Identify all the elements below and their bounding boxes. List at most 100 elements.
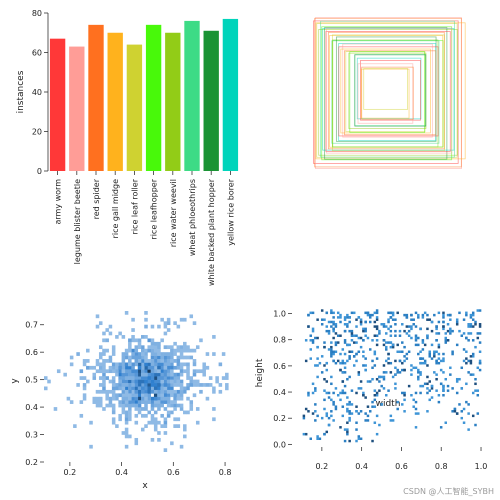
xy-hist-bin [147, 362, 151, 367]
wh-hist-bin [382, 323, 386, 326]
wh-hist-bin [394, 373, 397, 376]
wh-hist-bin [449, 327, 452, 331]
wh-hist-bin [398, 350, 402, 353]
xy-hist-bin [102, 369, 106, 374]
xy-hist-bin [63, 372, 67, 377]
xy-hist-bin [102, 383, 106, 387]
wh-hist-bin [469, 355, 473, 358]
xy-hist-bin [173, 341, 177, 346]
xy-hist-bin [98, 403, 103, 408]
wh-hist-bin [339, 313, 342, 317]
xy-hist-bin [183, 362, 187, 367]
wh-hist-bin [314, 387, 317, 390]
xy-hist-bin [163, 417, 168, 422]
wh-hist-bin [419, 357, 422, 360]
xy-hist-bin [157, 396, 161, 401]
xy-hist-bin [92, 372, 97, 377]
xy-hist-bin [202, 365, 206, 370]
xy-hist-bin [170, 372, 174, 377]
xy-hist-bin [115, 383, 119, 387]
xy-hist-bin [134, 345, 139, 350]
wh-hist-bin [471, 339, 475, 342]
xy-hist-bin [153, 417, 158, 422]
wh-hist-bin [410, 327, 413, 331]
xy-hist-bin [134, 352, 139, 356]
xy-hist-bin [160, 396, 164, 401]
xy-hist-bin [166, 328, 171, 332]
wh-hist-bin [426, 327, 429, 331]
wh-hist-bin [325, 361, 329, 365]
xy-hist-bin [115, 365, 119, 370]
wh-hist-bin [369, 348, 372, 351]
xy-hist-bin [153, 410, 158, 415]
wh-hist-bin [451, 329, 454, 333]
wh-hist-bin [343, 318, 347, 321]
wh-hist-bin [348, 419, 351, 422]
xy-hist-bin [163, 379, 168, 384]
xy-hist-bin [98, 400, 103, 404]
xy-hist-bin [137, 359, 142, 363]
xy-hist-bin [166, 400, 171, 404]
xy-hist-bin [92, 365, 97, 370]
xy-hist-bin [147, 348, 151, 353]
xy-hist-bin [150, 352, 155, 356]
xy-hist-bin [118, 383, 122, 387]
wh-hist-bin [336, 311, 340, 315]
wh-hist-bin [437, 345, 441, 349]
wh-hist-bin [396, 371, 399, 374]
xy-hist-bin [137, 376, 142, 380]
xy-hist-bin [205, 365, 210, 370]
xy-hist-bin [111, 376, 116, 380]
wh-hist-bin [341, 371, 345, 374]
xy-hist-bin [225, 383, 229, 387]
wh-hist-bin [334, 407, 338, 411]
wh-hist-bin [350, 389, 354, 392]
wh-hist-bin [421, 361, 425, 365]
xy-hist-bin [124, 413, 129, 418]
wh-hist-bin [359, 387, 363, 390]
xy-hist-bin [195, 379, 200, 384]
xy-hist-bin [160, 389, 164, 394]
wh-hist-bin [391, 311, 395, 315]
xy-hist-bin [160, 413, 164, 418]
wh-hist-bin [474, 377, 477, 381]
wh-hist-bin [449, 332, 452, 335]
wh-hist-bin [378, 329, 381, 333]
wh-hist-bin [334, 361, 338, 365]
xy-hist-bin [128, 410, 132, 415]
wh-hist-bin [403, 355, 406, 358]
bar-7 [184, 20, 200, 172]
xy-hist-bin [170, 365, 174, 370]
wh-hist-bin [389, 311, 393, 315]
xy-hist-bin [166, 355, 171, 360]
wh-hist-bin [476, 366, 480, 370]
xy-hist-bin [124, 348, 129, 353]
xy-hist-bin [173, 407, 177, 411]
xy-hist-bin [176, 417, 181, 422]
wh-hist-bin [346, 421, 349, 424]
wh-hist-bin [355, 341, 358, 344]
wh-hist-bin [330, 398, 333, 402]
xy-hist-bin [205, 352, 210, 356]
xy-hist-bin [170, 376, 174, 380]
wh-hist-bin [474, 382, 477, 386]
xy-hist-bin [141, 369, 145, 374]
wh-hist-bin [423, 359, 427, 363]
wh-hist-bin [401, 361, 404, 365]
xy-hist-bin [82, 383, 87, 387]
xy-hist-bin [144, 317, 148, 322]
wh-hist-bin [394, 334, 397, 337]
xy-hist-bin [134, 389, 139, 394]
wh-hist-bin [421, 316, 425, 319]
wh-hist-bin [325, 380, 329, 383]
wh-hist-bin [373, 394, 377, 397]
bar-category-label: yellow rice borer [226, 178, 235, 245]
wh-hist-bin [476, 332, 480, 335]
wh-hist-bin [478, 350, 482, 353]
xy-hist-bin [102, 331, 106, 336]
xy-hist-bin [163, 362, 168, 367]
wh-hist-bin [325, 329, 329, 333]
wh-hist-bin [339, 334, 342, 337]
xy-hist-bin [141, 352, 145, 356]
xy-hist-bin [111, 362, 116, 367]
